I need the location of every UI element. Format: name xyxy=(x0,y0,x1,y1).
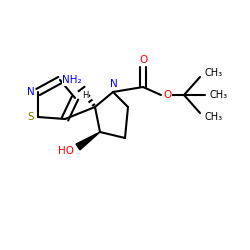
Text: O: O xyxy=(163,90,171,100)
Text: H: H xyxy=(82,90,88,100)
Polygon shape xyxy=(76,132,100,150)
Text: N: N xyxy=(110,79,118,89)
Text: S: S xyxy=(28,112,34,122)
Text: NH₂: NH₂ xyxy=(62,75,82,85)
Text: CH₃: CH₃ xyxy=(205,68,223,78)
Text: O: O xyxy=(139,55,147,65)
Text: HO: HO xyxy=(58,146,74,156)
Text: N: N xyxy=(27,87,35,97)
Text: CH₃: CH₃ xyxy=(210,90,228,100)
Text: CH₃: CH₃ xyxy=(205,112,223,122)
